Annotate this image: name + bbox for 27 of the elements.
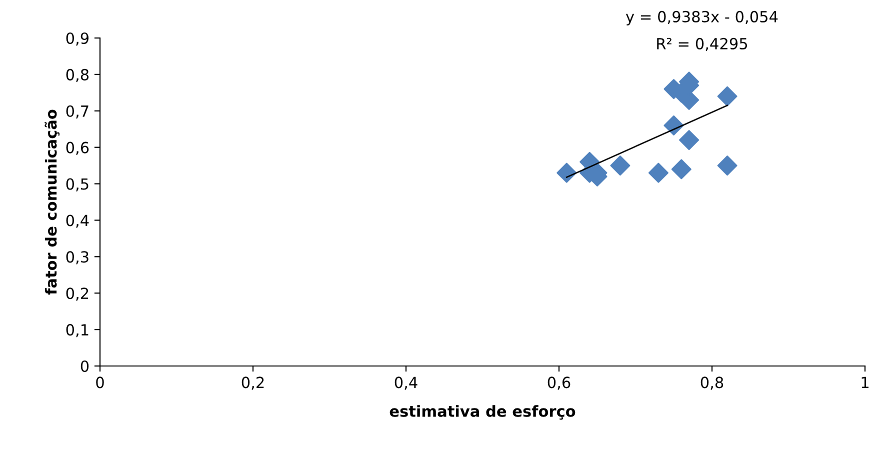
x-tick-label: 0 xyxy=(96,376,104,388)
y-tick-label: 0,8 xyxy=(66,68,89,82)
y-tick-label: 0,7 xyxy=(66,105,88,118)
x-tick-label: 1 xyxy=(862,376,868,388)
x-tick-label: 0,4 xyxy=(394,376,418,390)
text: y = 0,9383x - 0,054 xyxy=(626,10,778,26)
y-tick-label: 0,6 xyxy=(66,142,89,155)
x-tick-label: 0,8 xyxy=(700,376,724,390)
y-tick-label: 0,9 xyxy=(66,32,89,46)
x-tick-label: 0,6 xyxy=(548,376,570,390)
point xyxy=(717,86,738,106)
y-tick-label: 0,2 xyxy=(66,288,88,301)
y-tick-label: 0 xyxy=(80,360,89,372)
annotation: R² = 0,4295 xyxy=(657,38,748,51)
y-tick-label: 0,1 xyxy=(66,324,88,338)
point xyxy=(610,156,630,176)
point xyxy=(671,159,692,180)
x-axis-title: estimativa de esforço xyxy=(390,405,576,420)
point xyxy=(648,162,668,183)
y-tick-label: 0,5 xyxy=(66,178,88,192)
point xyxy=(556,162,577,183)
y-tick-label: 0,4 xyxy=(66,214,89,228)
y-axis-title: fator de comunicação xyxy=(44,110,60,295)
point xyxy=(679,130,700,150)
x-tick-label: 0,2 xyxy=(242,376,264,390)
y-tick-label: 0,3 xyxy=(66,251,88,264)
point xyxy=(717,156,738,176)
